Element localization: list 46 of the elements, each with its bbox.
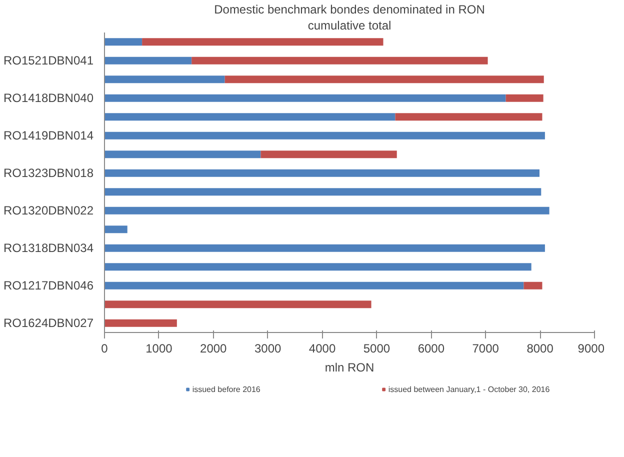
bar xyxy=(104,150,261,158)
x-tick-label: 5000 xyxy=(363,342,390,356)
bar xyxy=(104,226,128,234)
bar xyxy=(104,319,177,327)
bar xyxy=(104,206,550,214)
y-tick-label: RO1217DBN046 xyxy=(3,278,94,293)
x-tick-label: 7000 xyxy=(472,342,500,356)
bar xyxy=(524,282,542,290)
y-tick-label: RO1419DBN014 xyxy=(3,128,94,143)
bar xyxy=(506,94,544,102)
y-tick-label: RO1320DBN022 xyxy=(3,204,94,218)
x-tick-label: 9000 xyxy=(578,342,605,356)
x-tick-label: 3000 xyxy=(254,342,282,356)
bar xyxy=(104,76,225,84)
chart-title: Domestic benchmark bondes denominated in RON xyxy=(214,2,485,16)
y-tick-label: RO1521DBN041 xyxy=(3,54,94,68)
legend-label: issued before 2016 xyxy=(192,384,260,394)
x-tick-label: 2000 xyxy=(200,342,228,356)
chart-subtitle: cumulative total xyxy=(308,18,392,32)
x-axis-title: mln RON xyxy=(324,360,374,374)
y-tick-label: RO1318DBN034 xyxy=(3,241,94,256)
bar xyxy=(104,169,540,177)
y-tick-label: RO1624DBN027 xyxy=(3,316,94,330)
bar xyxy=(104,113,396,121)
x-tick-label: 8000 xyxy=(526,342,554,356)
bar xyxy=(104,282,524,290)
x-tick-label: 4000 xyxy=(308,342,336,356)
bar xyxy=(104,56,192,64)
bar xyxy=(104,188,542,196)
x-tick-label: 6000 xyxy=(418,342,445,356)
bar xyxy=(104,94,506,102)
bar xyxy=(260,150,397,158)
bar xyxy=(104,38,142,46)
bar xyxy=(395,113,542,121)
bar xyxy=(142,38,384,46)
bar xyxy=(104,263,532,271)
bar xyxy=(224,76,544,84)
x-tick-label: 1000 xyxy=(146,342,173,356)
bar xyxy=(104,244,545,252)
x-tick-label: 0 xyxy=(101,342,108,356)
bar xyxy=(104,132,545,140)
bar xyxy=(192,56,488,64)
y-tick-label: RO1418DBN040 xyxy=(3,91,94,106)
y-tick-label: RO1323DBN018 xyxy=(3,166,94,180)
bar xyxy=(104,300,372,308)
legend-label: issued between January,1 - October 30, 2016 xyxy=(388,384,550,394)
